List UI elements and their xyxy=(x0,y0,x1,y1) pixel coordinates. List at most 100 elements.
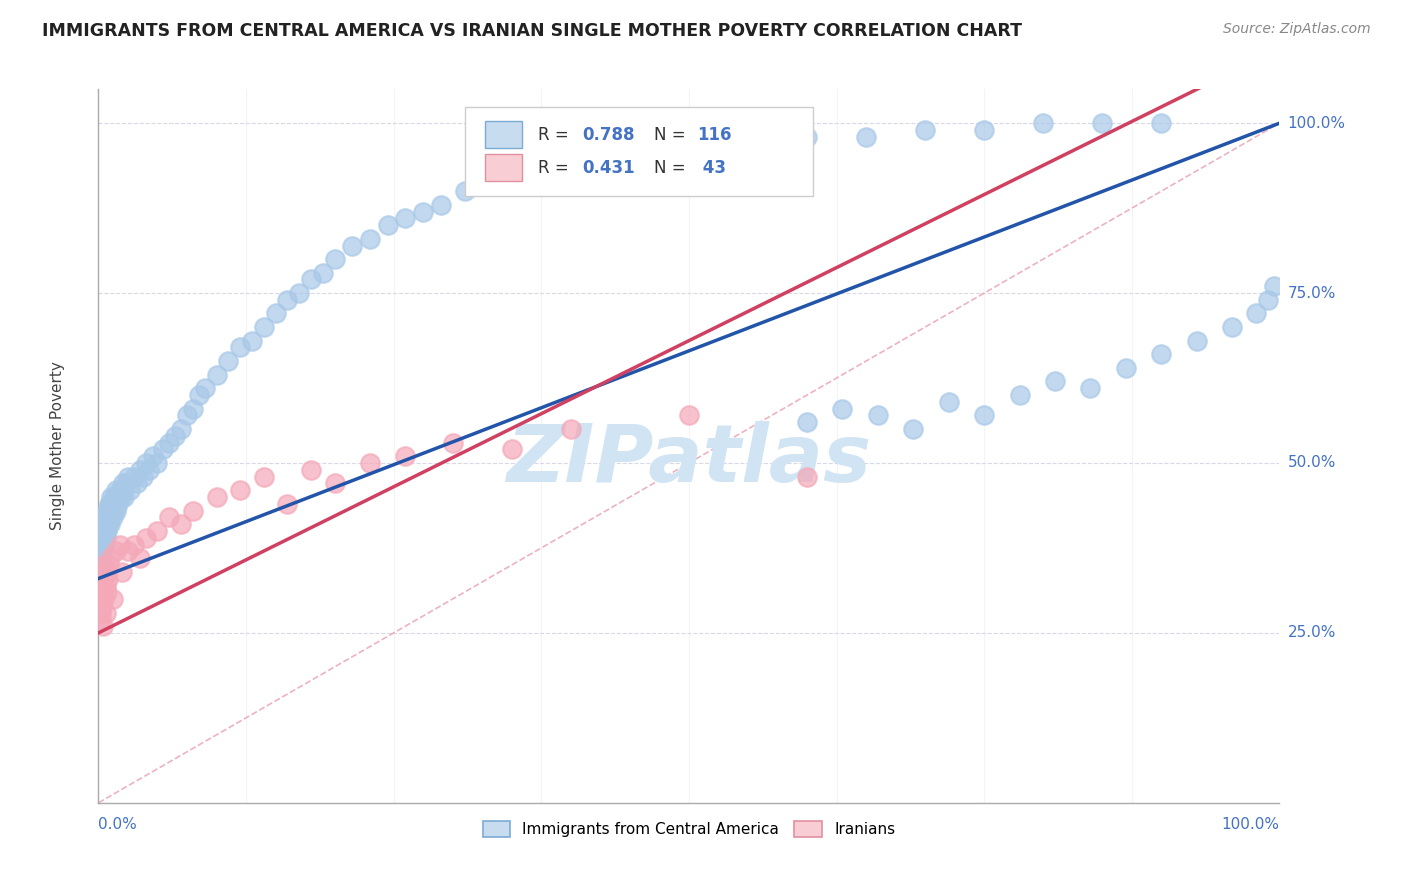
Point xyxy=(501,170,523,185)
Point xyxy=(98,497,121,511)
Point xyxy=(342,238,364,252)
Point xyxy=(146,524,169,538)
Point xyxy=(630,144,652,158)
Point xyxy=(91,517,114,532)
Point xyxy=(91,537,114,551)
Point xyxy=(135,531,157,545)
Point xyxy=(217,354,239,368)
Point xyxy=(903,422,925,436)
Point xyxy=(312,266,335,280)
Point xyxy=(120,483,142,498)
Point xyxy=(108,483,131,498)
Point xyxy=(91,531,114,545)
FancyBboxPatch shape xyxy=(485,121,523,148)
Point xyxy=(122,537,145,551)
Point xyxy=(796,469,818,483)
Point xyxy=(94,524,117,538)
Point xyxy=(89,558,111,572)
Point xyxy=(176,409,198,423)
Point xyxy=(132,469,155,483)
Point xyxy=(89,591,111,606)
Point xyxy=(98,497,121,511)
Point xyxy=(1115,360,1137,375)
Point xyxy=(1032,116,1054,130)
Point xyxy=(112,490,135,504)
Point xyxy=(105,503,128,517)
Point xyxy=(98,558,121,572)
Point xyxy=(91,531,114,545)
Point xyxy=(105,490,128,504)
Point xyxy=(855,129,877,144)
Point xyxy=(240,334,263,348)
Point xyxy=(90,551,112,566)
Point xyxy=(737,136,759,151)
Point xyxy=(97,510,120,524)
Point xyxy=(187,388,209,402)
Point xyxy=(122,469,145,483)
Text: Source: ZipAtlas.com: Source: ZipAtlas.com xyxy=(1223,22,1371,37)
Point xyxy=(973,409,995,423)
Text: 75.0%: 75.0% xyxy=(1288,285,1336,301)
Point xyxy=(94,578,117,592)
Point xyxy=(97,503,120,517)
Point xyxy=(394,449,416,463)
Point xyxy=(170,422,193,436)
Point xyxy=(93,537,115,551)
Point xyxy=(91,537,114,551)
Text: 0.431: 0.431 xyxy=(582,159,636,177)
Point xyxy=(165,429,187,443)
Text: 50.0%: 50.0% xyxy=(1288,456,1336,470)
Point xyxy=(276,293,298,307)
Point xyxy=(157,435,180,450)
Point xyxy=(1220,320,1243,334)
Point xyxy=(93,558,115,572)
Point xyxy=(1080,381,1102,395)
Point xyxy=(97,572,120,586)
Point xyxy=(93,531,115,545)
Point xyxy=(560,157,582,171)
Point xyxy=(678,409,700,423)
Point xyxy=(108,537,131,551)
Text: 100.0%: 100.0% xyxy=(1222,817,1279,832)
Point xyxy=(253,469,276,483)
Point xyxy=(135,456,157,470)
Point xyxy=(1091,116,1114,130)
Point xyxy=(101,497,124,511)
Point xyxy=(89,578,111,592)
Point xyxy=(205,490,228,504)
Point xyxy=(938,394,960,409)
Text: 100.0%: 100.0% xyxy=(1288,116,1346,131)
Point xyxy=(560,422,582,436)
Point xyxy=(973,123,995,137)
Point xyxy=(299,463,322,477)
Point xyxy=(98,551,121,566)
Point xyxy=(205,368,228,382)
Text: Single Mother Poverty: Single Mother Poverty xyxy=(49,361,65,531)
Point xyxy=(94,606,117,620)
Text: 0.788: 0.788 xyxy=(582,126,636,144)
Point xyxy=(146,456,169,470)
Point xyxy=(359,456,381,470)
Text: 25.0%: 25.0% xyxy=(1288,625,1336,640)
Point xyxy=(90,537,112,551)
Point xyxy=(96,524,118,538)
Point xyxy=(501,442,523,457)
Point xyxy=(128,463,150,477)
Point xyxy=(127,476,149,491)
Point xyxy=(453,184,475,198)
Point xyxy=(103,490,125,504)
Point xyxy=(112,476,135,491)
Point xyxy=(90,544,112,558)
Point xyxy=(276,497,298,511)
Point xyxy=(229,341,252,355)
Point xyxy=(524,163,547,178)
Point xyxy=(117,469,139,483)
Point xyxy=(93,591,115,606)
Point xyxy=(96,503,118,517)
Point xyxy=(111,565,134,579)
Point xyxy=(104,497,127,511)
Point xyxy=(91,619,114,633)
Point xyxy=(477,178,499,192)
Point xyxy=(105,483,128,498)
Point xyxy=(1263,279,1285,293)
